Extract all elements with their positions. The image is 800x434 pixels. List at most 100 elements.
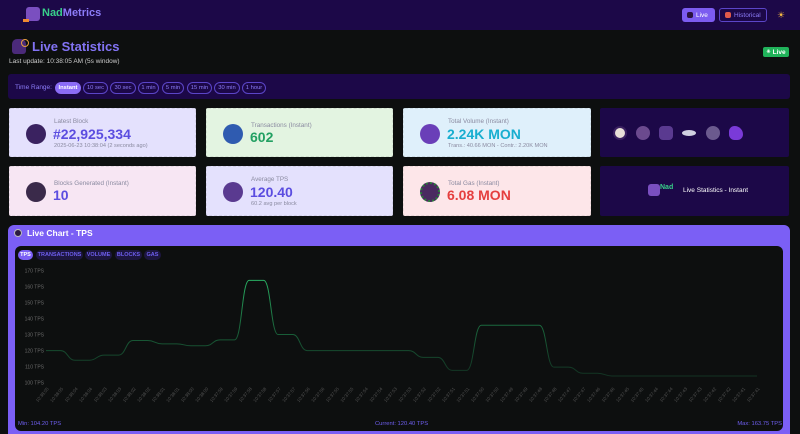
range-instant[interactable]: Instant	[55, 82, 81, 94]
top-nav-bar	[0, 0, 800, 30]
tab-tps[interactable]: TPS	[18, 250, 33, 260]
x-tick-label: 10:37:43	[673, 386, 688, 403]
x-tick-label: 10:37:54	[354, 386, 369, 403]
x-tick-label: 10:38:01	[151, 386, 166, 403]
x-tick-label: 10:38:02	[122, 386, 137, 403]
mascot-icon	[636, 126, 650, 140]
x-tick-label: 10:37:51	[441, 386, 456, 403]
x-tick-label: 10:37:52	[412, 386, 427, 403]
x-tick-label: 10:37:50	[470, 386, 485, 403]
chart-title: Live Chart - TPS	[27, 228, 93, 238]
x-tick-label: 10:37:41	[746, 386, 761, 403]
x-tick-label: 10:37:48	[528, 386, 543, 403]
tab-gas[interactable]: GAS	[144, 250, 161, 260]
transactions-card: Transactions (Instant) 602	[206, 108, 393, 157]
time-range-label: Time Range:	[15, 84, 52, 91]
bird-icon	[687, 12, 693, 18]
x-tick-label: 10:37:46	[586, 386, 601, 403]
latest-block-card: Latest Block #22,925,334 2025-06-23 10:3…	[9, 108, 196, 157]
range-30-sec[interactable]: 30 sec	[110, 82, 136, 94]
range-1-min[interactable]: 1 min	[138, 82, 159, 94]
mascot-icon	[659, 126, 673, 140]
historical-nav-button[interactable]: Historical	[719, 8, 767, 22]
chart-mascot-icon	[14, 229, 22, 237]
y-tick-label: 140 TPS	[25, 316, 45, 322]
x-tick-label: 10:37:49	[514, 386, 529, 403]
x-tick-label: 10:37:58	[238, 386, 253, 403]
x-tick-label: 10:37:45	[630, 386, 645, 403]
range-1-hour[interactable]: 1 hour	[242, 82, 266, 94]
range-5-min[interactable]: 5 min	[162, 82, 184, 94]
mascot-icon	[420, 182, 440, 202]
x-tick-label: 10:37:51	[455, 386, 470, 403]
x-tick-label: 10:37:50	[484, 386, 499, 403]
spider-mascot-icon	[26, 182, 46, 202]
live-status-badge: ✳ Live	[763, 47, 789, 57]
x-tick-label: 10:37:56	[296, 386, 311, 403]
x-tick-label: 10:37:44	[659, 386, 674, 403]
x-tick-label: 10:38:03	[107, 386, 122, 403]
app-logo[interactable]: NadMetrics	[42, 7, 102, 19]
y-tick-label: 100 TPS	[25, 381, 45, 387]
y-tick-label: 160 TPS	[25, 284, 45, 290]
x-tick-label: 10:37:55	[339, 386, 354, 403]
x-tick-label: 10:37:54	[368, 386, 383, 403]
y-tick-label: 120 TPS	[25, 349, 45, 355]
x-tick-label: 10:37:44	[644, 386, 659, 403]
mascot-icon	[613, 126, 627, 140]
x-tick-label: 10:37:52	[426, 386, 441, 403]
chart-max-stat: Max: 163.75 TPS	[737, 421, 782, 427]
y-tick-label: 130 TPS	[25, 333, 45, 339]
bird-mascot-icon	[12, 39, 29, 54]
x-tick-label: 10:37:48	[543, 386, 558, 403]
live-nav-button[interactable]: Live	[682, 8, 715, 22]
x-tick-label: 10:38:05	[49, 386, 64, 403]
y-tick-label: 170 TPS	[25, 268, 45, 274]
sun-icon[interactable]: ☀	[777, 10, 786, 20]
tab-volume[interactable]: VOLUME	[85, 250, 112, 260]
chart-current-stat: Current: 120.40 TPS	[375, 421, 429, 427]
x-tick-label: 10:37:58	[252, 386, 267, 403]
chart-container	[15, 246, 783, 431]
mascot-icon	[706, 126, 720, 140]
tps-series-line	[46, 279, 757, 377]
range-30-min[interactable]: 30 min	[214, 82, 240, 94]
x-tick-label: 10:38:05	[35, 386, 50, 403]
tab-transactions[interactable]: TRANSACTIONS	[36, 250, 83, 260]
x-tick-label: 10:37:57	[267, 386, 282, 403]
x-tick-label: 10:37:59	[223, 386, 238, 403]
range-10-sec[interactable]: 10 sec	[83, 82, 108, 94]
x-tick-label: 10:37:42	[702, 386, 717, 403]
x-tick-label: 10:37:42	[717, 386, 732, 403]
brand-card: Nad Live Statistics - Instant	[600, 166, 789, 216]
x-tick-label: 10:38:00	[180, 386, 195, 403]
mascot-icon	[729, 126, 743, 140]
logo-mascot-icon	[648, 184, 660, 196]
logo-mascot-icon	[23, 7, 40, 22]
mascot-icon	[420, 124, 440, 144]
x-tick-label: 10:38:00	[194, 386, 209, 403]
mascot-icon	[26, 124, 46, 144]
x-tick-label: 10:38:01	[165, 386, 180, 403]
mascot-gallery-card	[600, 108, 789, 157]
tab-blocks[interactable]: BLOCKS	[115, 250, 142, 260]
range-15-min[interactable]: 15 min	[187, 82, 212, 94]
blocks-generated-card: Blocks Generated (Instant) 10	[9, 166, 196, 216]
x-tick-label: 10:37:55	[325, 386, 340, 403]
x-tick-label: 10:37:59	[209, 386, 224, 403]
mascot-icon	[223, 124, 243, 144]
last-update-text: Last update: 10:38:05 AM (5s window)	[9, 58, 120, 65]
average-tps-card: Average TPS 120.40 60.2 avg per block	[206, 166, 393, 216]
total-gas-card: Total Gas (Instant) 6.08 MON	[403, 166, 591, 216]
x-tick-label: 10:37:47	[557, 386, 572, 403]
y-tick-label: 150 TPS	[25, 300, 45, 306]
x-tick-label: 10:38:04	[78, 386, 93, 403]
y-tick-label: 110 TPS	[25, 365, 45, 371]
mascot-icon	[223, 182, 243, 202]
page-title: Live Statistics	[32, 39, 120, 54]
x-tick-label: 10:37:43	[688, 386, 703, 403]
total-volume-card: Total Volume (Instant) 2.24K MON Trans.:…	[403, 108, 591, 157]
x-tick-label: 10:38:02	[136, 386, 151, 403]
x-tick-label: 10:38:03	[93, 386, 108, 403]
